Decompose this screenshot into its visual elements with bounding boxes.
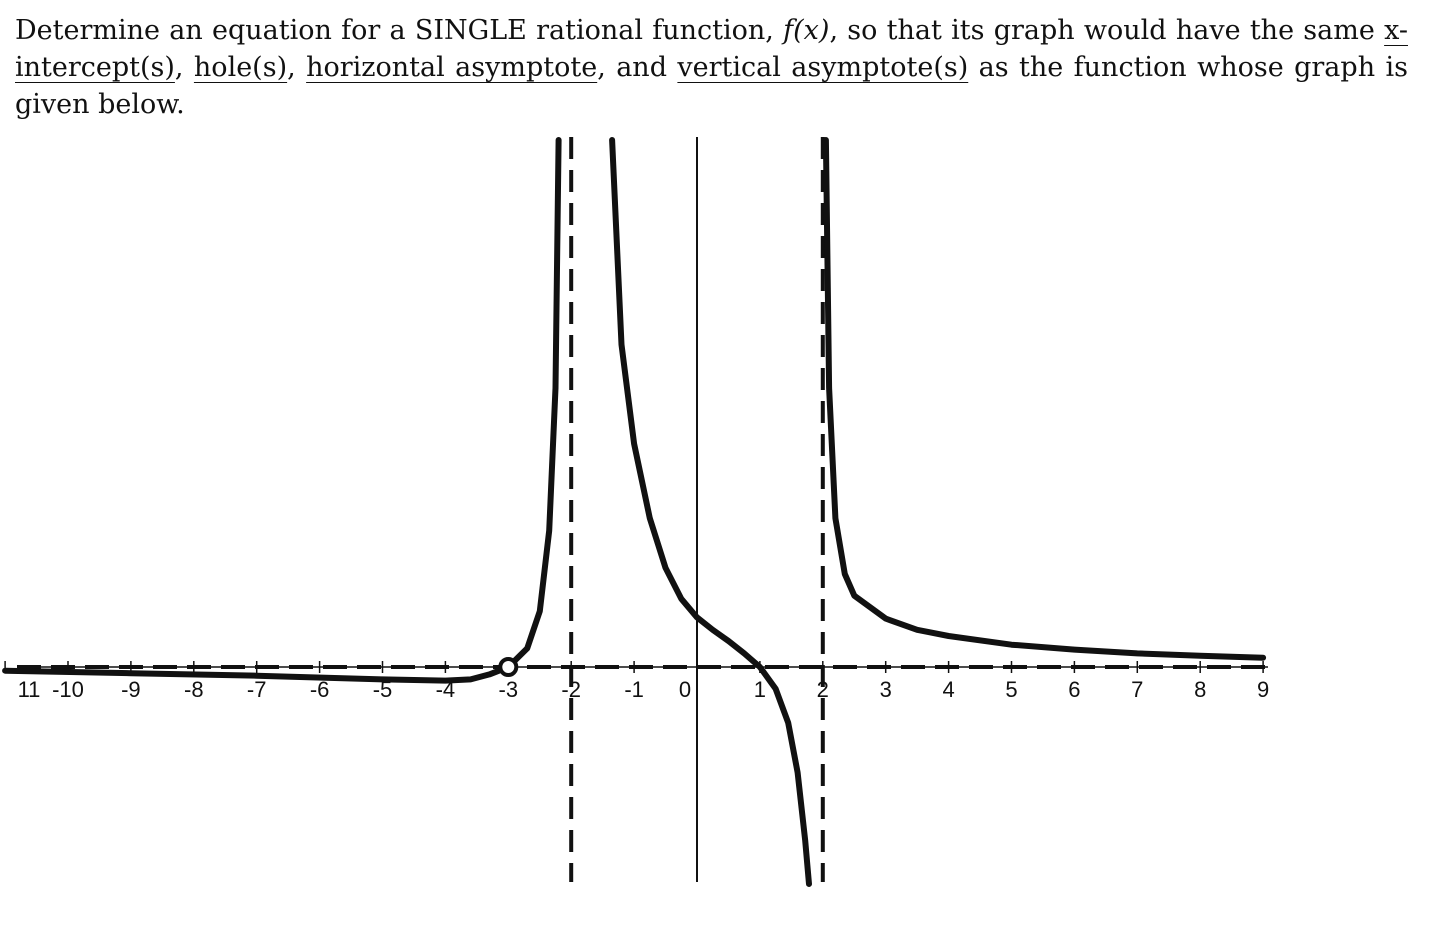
x-tick-label-5: -6 [310,677,330,702]
x-tick-label-13: 2 [817,677,829,702]
separator-1: , [174,52,194,83]
x-tick-label-10: -1 [624,677,644,702]
curve-branch-3 [822,137,1267,661]
problem-text-1: Determine an equation for a SINGLE ratio… [15,15,784,46]
problem-text-3: as the function whose graph is given bel… [15,52,1408,120]
x-tick-label-4: -7 [247,677,267,702]
hole-point-1 [498,657,519,677]
x-tick-label-19: 8 [1194,677,1206,702]
underlined-x-intercepts: x-intercept(s) [15,15,1408,83]
curves-group [2,137,1267,887]
x-tick-label-2: -9 [121,677,141,702]
x-tick-label-11: 0 [679,677,691,702]
x-tick-label-14: 3 [880,677,892,702]
problem-text-2: , so that its graph would have the same [829,15,1385,46]
x-tick-label-12: 1 [754,677,766,702]
x-tick-label-17: 6 [1068,677,1080,702]
separator-2: , [287,52,307,83]
x-tick-label-9: -2 [561,677,581,702]
x-tick-label-0: 11 [18,677,41,702]
curve-branch-1 [2,137,562,684]
x-tick-label-20: 9 [1257,677,1269,702]
function-notation: f(x) [783,15,830,46]
x-tick-label-18: 7 [1131,677,1143,702]
x-tick-label-1: -10 [52,677,84,702]
underlined-vertical-asymptotes: vertical asymptote(s) [677,52,969,83]
holes-group [498,657,519,677]
x-tick-label-8: -3 [499,677,519,702]
underlined-holes: hole(s) [193,52,288,83]
ticks-group: 11 -10 -9 -8 -7 -6 -5 -4 -3 -2 -1 0 1 2 3 4 5 6 7 8 9 [4,661,1269,702]
x-tick-label-15: 4 [942,677,954,702]
x-tick-label-6: -5 [373,677,393,702]
asymptotes-group [17,137,1268,882]
axes-group [17,137,1268,882]
x-tick-label-3: -8 [184,677,204,702]
x-tick-label-16: 5 [1005,677,1017,702]
underlined-horizontal-asymptote: horizontal asymptote [306,52,598,83]
problem-statement: Determine an equation for a SINGLE ratio… [15,12,1408,123]
curve-branch-2 [609,137,812,887]
separator-3: , and [597,52,678,83]
